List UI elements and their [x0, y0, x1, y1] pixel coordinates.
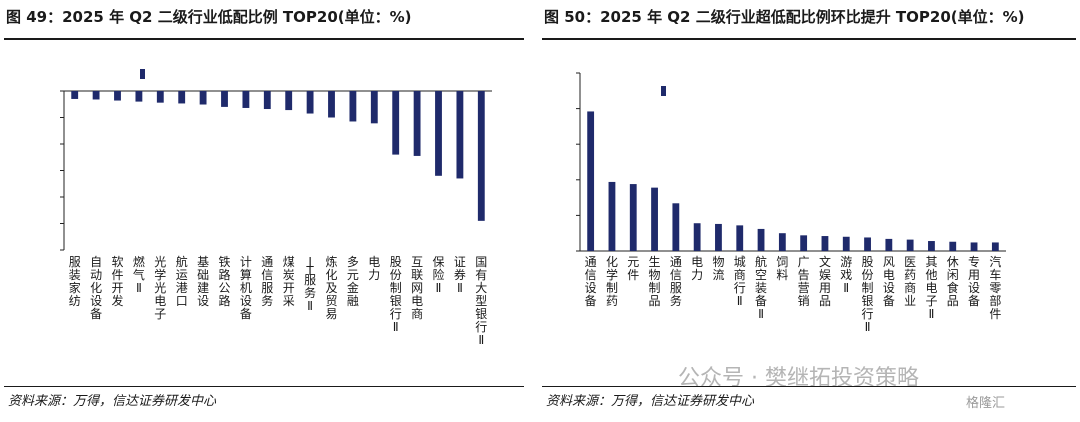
category-label: 广告营销	[798, 255, 810, 308]
legend-swatch	[140, 69, 145, 79]
bar	[800, 235, 808, 251]
bar	[736, 225, 744, 251]
watermark-logo: 格隆汇	[966, 396, 1006, 411]
category-label: 化学制药	[606, 255, 618, 308]
category-label: 汽车零部件	[989, 254, 1001, 321]
left-title-rule	[4, 38, 524, 40]
bar	[285, 91, 293, 111]
bar	[906, 239, 914, 251]
bar	[263, 91, 271, 110]
left-figure-title: 图 49：2025 年 Q2 二级行业低配比例 TOP20(单位：%)	[6, 8, 412, 26]
left-source-rule	[4, 386, 524, 387]
bar	[199, 91, 207, 105]
category-label: 基础建设	[197, 255, 209, 308]
bar	[71, 91, 79, 99]
category-label: 医药商业	[904, 255, 916, 308]
category-label: 炼化及贸易	[325, 254, 337, 321]
bar	[156, 91, 164, 103]
bar	[306, 91, 314, 114]
category-label: 通信服务	[261, 255, 273, 308]
right-title-rule	[542, 38, 1076, 40]
right-source-rule	[542, 386, 1076, 387]
category-label: 城商行 Ⅱ	[734, 255, 746, 308]
bar	[672, 203, 680, 251]
bar	[328, 91, 335, 118]
category-label: 保险 Ⅱ	[432, 255, 444, 295]
category-label: 通信服务	[670, 255, 682, 308]
category-label: 文娱用品	[819, 254, 831, 308]
category-label: 自动化设备	[90, 255, 102, 321]
category-label: 饲料	[776, 255, 788, 282]
category-label: 国有大型银行 Ⅱ	[475, 255, 487, 347]
bar	[778, 233, 786, 251]
category-label: 休闲食品	[947, 255, 959, 308]
bar	[477, 91, 485, 221]
category-label: 股份制银行 Ⅱ	[862, 255, 874, 334]
right-figure-panel: 图 50：2025 年 Q2 二级行业超低配比例环比提升 TOP20(单位：%)…	[538, 0, 1080, 422]
left-figure-panel: 图 49：2025 年 Q2 二级行业低配比例 TOP20(单位：%) 服装家纺…	[0, 0, 528, 422]
bar	[135, 91, 143, 102]
category-label: 软件开发	[111, 255, 123, 308]
bar	[221, 91, 228, 107]
category-label: 互联网电商	[411, 255, 423, 321]
bar	[991, 242, 999, 251]
category-label: 光学光电子	[154, 255, 166, 321]
left-source-note: 资料来源：万得，信达证券研发中心	[8, 394, 217, 409]
bar	[349, 91, 357, 122]
category-label: 股份制银行 Ⅱ	[390, 255, 402, 334]
category-label: 航运港口	[176, 254, 188, 308]
bar	[114, 91, 121, 101]
bar	[970, 242, 978, 251]
category-label: 通信设备	[585, 255, 597, 308]
legend-swatch	[661, 86, 666, 96]
category-label: 服装家纺	[69, 255, 81, 308]
bar	[821, 236, 829, 251]
category-label: 证券 Ⅱ	[454, 255, 466, 295]
category-label: 多元金融	[347, 255, 359, 308]
bar	[885, 238, 893, 251]
category-label: 其他电子 Ⅱ	[925, 255, 937, 321]
bar	[629, 184, 637, 251]
category-label: 电力	[691, 255, 703, 282]
bar	[949, 241, 957, 251]
category-label: 物流	[712, 255, 724, 282]
bar	[413, 91, 421, 156]
category-label: 计算机设备	[240, 255, 252, 321]
category-label: 煤炭开采	[283, 255, 295, 308]
bar	[842, 236, 850, 251]
category-label: 元件	[627, 255, 639, 282]
bar	[392, 91, 400, 155]
watermark-text: 公众号 · 樊继拓投资策略	[678, 366, 919, 391]
category-label: 电力	[368, 255, 380, 282]
bar	[370, 91, 378, 124]
category-label: 生物制品	[649, 255, 661, 308]
bar	[456, 91, 464, 179]
bar	[651, 187, 658, 251]
bar	[864, 237, 871, 251]
right-source-note: 资料来源：万得，信达证券研发中心	[546, 394, 755, 409]
category-label: 专用设备	[968, 254, 980, 308]
bar	[178, 91, 186, 104]
category-label: 燃气 Ⅱ	[133, 254, 145, 295]
bar	[715, 223, 722, 251]
bar	[693, 223, 701, 251]
bar	[608, 181, 616, 251]
category-label: 铁路公路	[218, 255, 230, 308]
category-label: 游戏 Ⅱ	[840, 255, 852, 295]
category-label: I T 服务 Ⅱ	[304, 255, 316, 313]
category-label: 航空装备 Ⅱ	[755, 254, 767, 321]
category-label: 风电设备	[883, 255, 895, 308]
bar	[757, 228, 765, 251]
bar	[92, 91, 100, 100]
bar	[435, 91, 442, 176]
bar	[587, 111, 595, 251]
bar	[928, 241, 935, 251]
right-figure-title: 图 50：2025 年 Q2 二级行业超低配比例环比提升 TOP20(单位：%)	[544, 8, 1025, 26]
bar	[242, 91, 250, 108]
